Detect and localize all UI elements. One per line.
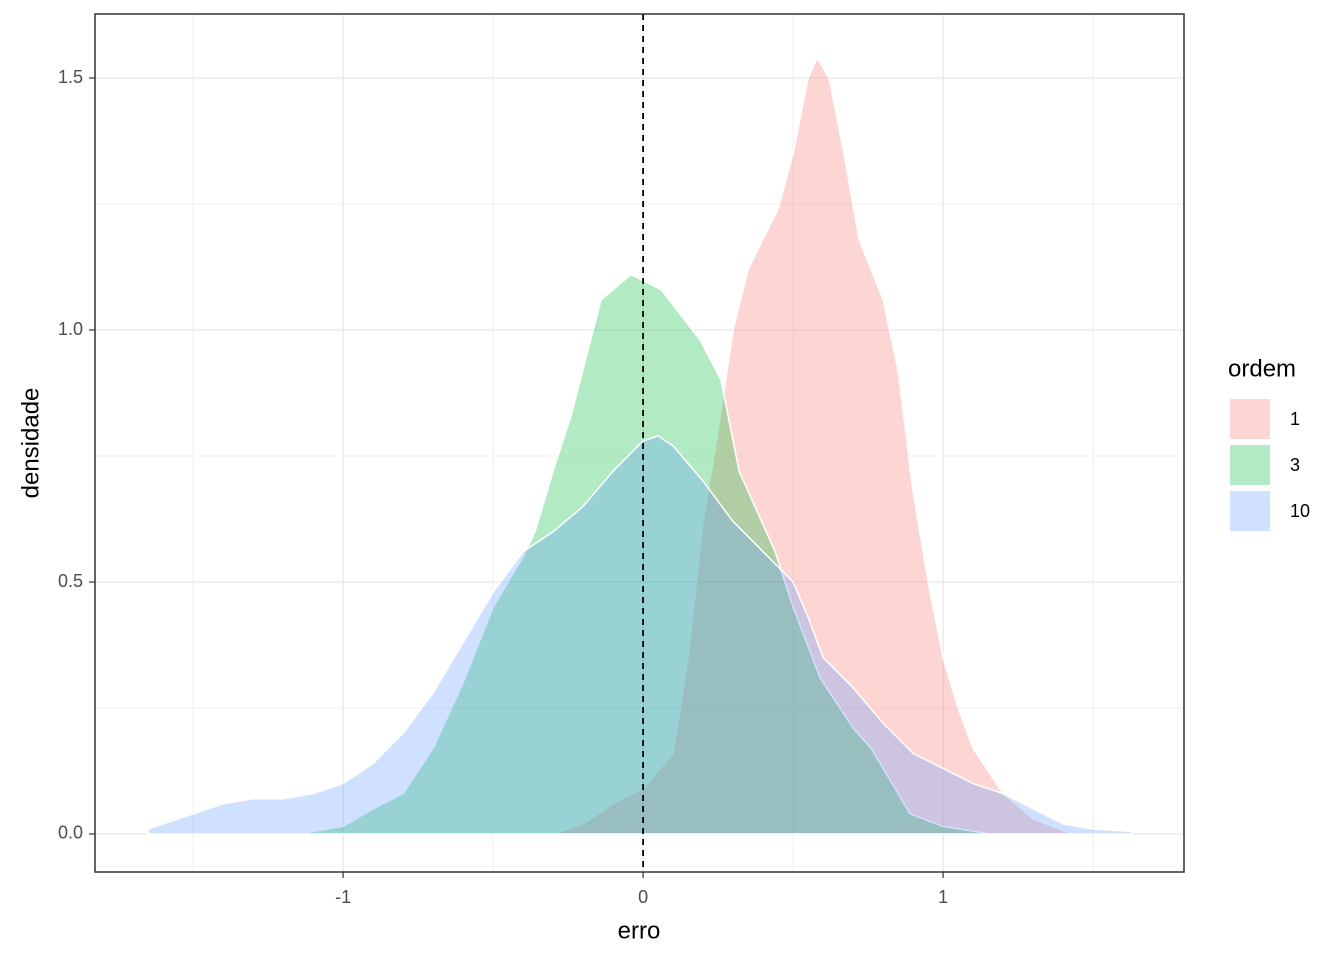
x-tick-label: 1 <box>938 887 948 907</box>
y-tick-label: 1.0 <box>58 319 83 339</box>
legend-key <box>1230 399 1270 439</box>
y-tick-label: 0.0 <box>58 823 83 843</box>
x-tick-label: 0 <box>638 887 648 907</box>
density-area <box>552 56 1073 835</box>
y-axis-title: densidade <box>17 388 44 499</box>
legend-label: 10 <box>1290 501 1310 521</box>
legend-key <box>1230 445 1270 485</box>
legend-title: ordem <box>1228 355 1296 382</box>
x-tick-label: -1 <box>335 887 351 907</box>
x-axis-title: erro <box>618 917 661 944</box>
density-area <box>147 435 1133 835</box>
y-tick-label: 1.5 <box>58 67 83 87</box>
density-area <box>297 273 992 835</box>
legend-key <box>1230 491 1270 531</box>
legend-label: 3 <box>1290 455 1300 475</box>
legend-label: 1 <box>1290 409 1300 429</box>
panel-border <box>94 13 1185 873</box>
y-tick-label: 0.5 <box>58 571 83 591</box>
